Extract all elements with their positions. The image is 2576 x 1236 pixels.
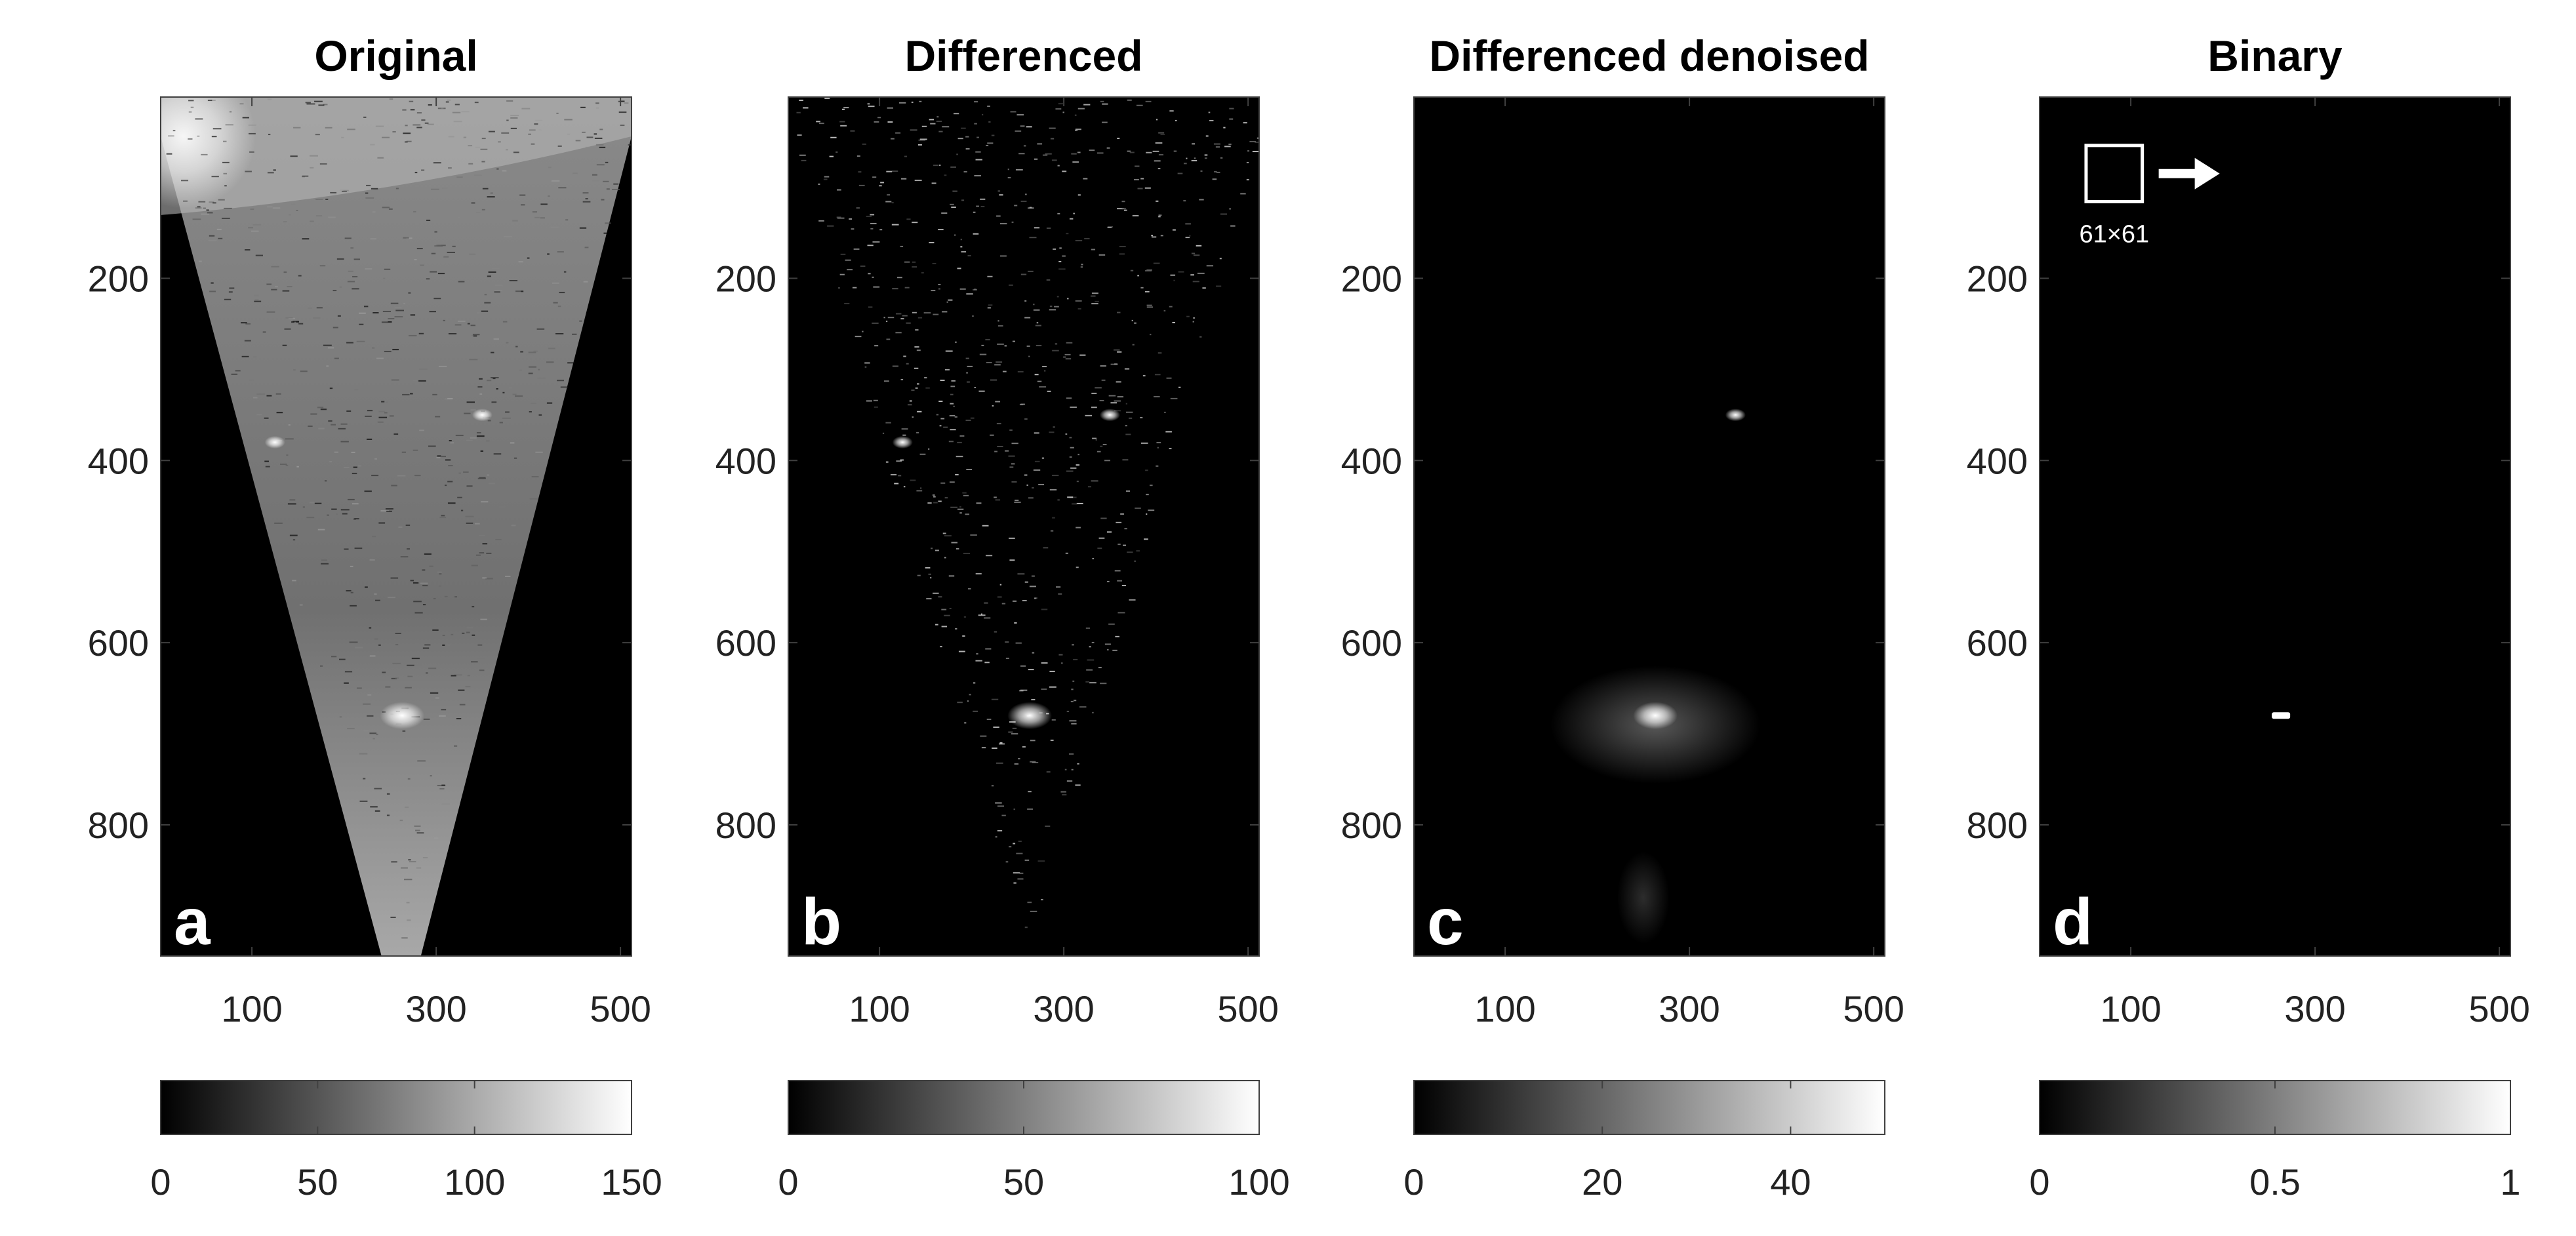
colorbar-tick-label: 0.5 [2249, 1161, 2301, 1203]
target-blob [1633, 702, 1678, 730]
colorbar [160, 1080, 632, 1135]
y-tick-label: 800 [1967, 805, 2028, 846]
x-tick-label: 300 [1033, 988, 1094, 1029]
target-blob [264, 435, 285, 449]
colorbar-tick-label: 0 [2029, 1161, 2049, 1203]
x-tick-label: 100 [1474, 988, 1535, 1029]
colorbar-tick-label: 0 [778, 1161, 798, 1203]
image-area [1414, 97, 1885, 956]
panel-title: Differenced denoised [1429, 31, 1869, 80]
image-content [1550, 409, 1761, 944]
window-size-label: 61×61 [2079, 221, 2149, 249]
y-tick-label: 200 [1967, 258, 2028, 299]
x-tick-label: 300 [1659, 988, 1720, 1029]
window-box [2084, 144, 2144, 204]
panel-b: Differenced b 200 400 600 800 100 300 500 0 50 100 [715, 31, 1290, 1203]
y-tick-label: 600 [88, 622, 149, 664]
panel-title: Differenced [904, 31, 1142, 80]
near-field-band [161, 97, 632, 215]
colorbar [788, 1080, 1260, 1135]
y-tick-label: 600 [1967, 622, 2028, 664]
colorbar-tick-label: 50 [297, 1161, 338, 1203]
axes-frame [1413, 96, 1885, 957]
colorbar [1413, 1080, 1885, 1135]
image-area [2040, 97, 2510, 956]
x-tick-label: 100 [849, 988, 910, 1029]
y-tick-label: 200 [1341, 258, 1402, 299]
y-tick-label: 400 [88, 440, 149, 481]
glow-region [1617, 852, 1670, 944]
x-tick-label: 500 [1217, 988, 1278, 1029]
colorbar-tick-label: 1 [2500, 1161, 2520, 1203]
x-tick-label: 300 [405, 988, 466, 1029]
y-tick-label: 600 [1341, 622, 1402, 664]
y-tick-label: 200 [88, 258, 149, 299]
y-tick-label: 800 [715, 805, 776, 846]
panel-letter: c [1427, 885, 1464, 959]
y-tick-label: 800 [88, 805, 149, 846]
y-tick-label: 400 [715, 440, 776, 481]
colorbar-tick-label: 50 [1003, 1161, 1044, 1203]
target-blob [892, 435, 913, 449]
image-area [788, 97, 1259, 956]
y-tick-label: 600 [715, 622, 776, 664]
target-blob [1007, 702, 1052, 730]
panel-title: Binary [2207, 31, 2343, 80]
x-tick-label: 100 [221, 988, 282, 1029]
near-field-glare [161, 97, 256, 209]
x-tick-label: 500 [2468, 988, 2529, 1029]
colorbar-tick-label: 150 [601, 1161, 662, 1203]
x-tick-label: 100 [2100, 988, 2161, 1029]
image-content [2272, 712, 2291, 719]
panel-letter: d [2053, 885, 2093, 959]
axes-frame [788, 96, 1260, 957]
y-tick-label: 800 [1341, 805, 1402, 846]
target-blob [2272, 712, 2291, 719]
x-tick-label: 500 [1843, 988, 1904, 1029]
panel-title: Original [314, 31, 477, 80]
y-tick-label: 200 [715, 258, 776, 299]
target-blob [472, 409, 493, 422]
axes-frame [160, 96, 632, 957]
arrow-head [2194, 157, 2220, 189]
colorbar-tick-label: 20 [1582, 1161, 1622, 1203]
image-content [796, 98, 1259, 928]
image-content [161, 97, 632, 956]
axes-frame [2039, 96, 2511, 957]
colorbar [2039, 1080, 2511, 1135]
colorbar-tick-label: 40 [1770, 1161, 1811, 1203]
panel-a: Original a 200 400 600 800 100 300 500 0 50 100 150 [88, 31, 662, 1203]
x-tick-label: 300 [2284, 988, 2345, 1029]
colorbar-tick-label: 0 [150, 1161, 171, 1203]
panel-letter: b [801, 885, 841, 959]
y-tick-label: 400 [1341, 440, 1402, 481]
colorbar-tick-label: 100 [444, 1161, 505, 1203]
target-blob [1725, 409, 1746, 422]
target-blob [380, 702, 424, 730]
x-tick-label: 500 [590, 988, 651, 1029]
y-tick-label: 400 [1967, 440, 2028, 481]
panel-letter: a [174, 885, 211, 959]
colorbar-tick-label: 100 [1228, 1161, 1289, 1203]
panel-d: Binary 61×61 d 200 400 600 800 100 300 500 0 0.5 1 [1967, 31, 2530, 1203]
colorbar-tick-label: 0 [1403, 1161, 1424, 1203]
target-blob [1099, 409, 1120, 422]
sonar-sector [161, 97, 632, 956]
